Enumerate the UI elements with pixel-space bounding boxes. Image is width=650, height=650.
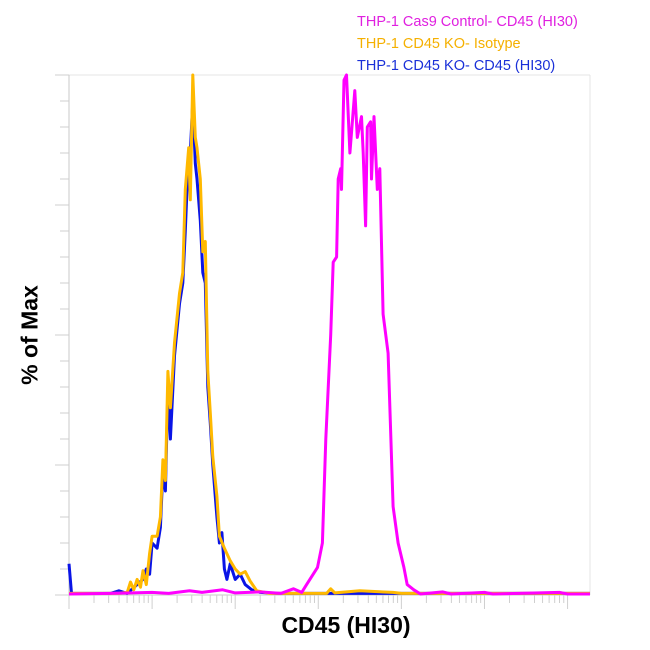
y-axis-ticks — [55, 74, 69, 596]
legend-entry-cas9-control: THP-1 Cas9 Control- CD45 (HI30) — [357, 14, 578, 30]
x-axis-ticks — [68, 595, 569, 609]
y-axis-label: % of Max — [16, 285, 43, 385]
series-lines — [67, 73, 590, 596]
series-line-1 — [69, 73, 590, 595]
x-axis-label: CD45 (HI30) — [281, 612, 411, 638]
legend-entry-ko-cd45: THP-1 CD45 KO- CD45 (HI30) — [357, 58, 556, 74]
series-line-2 — [68, 73, 590, 596]
legend-entry-ko-isotype: THP-1 CD45 KO- Isotype — [357, 36, 521, 52]
